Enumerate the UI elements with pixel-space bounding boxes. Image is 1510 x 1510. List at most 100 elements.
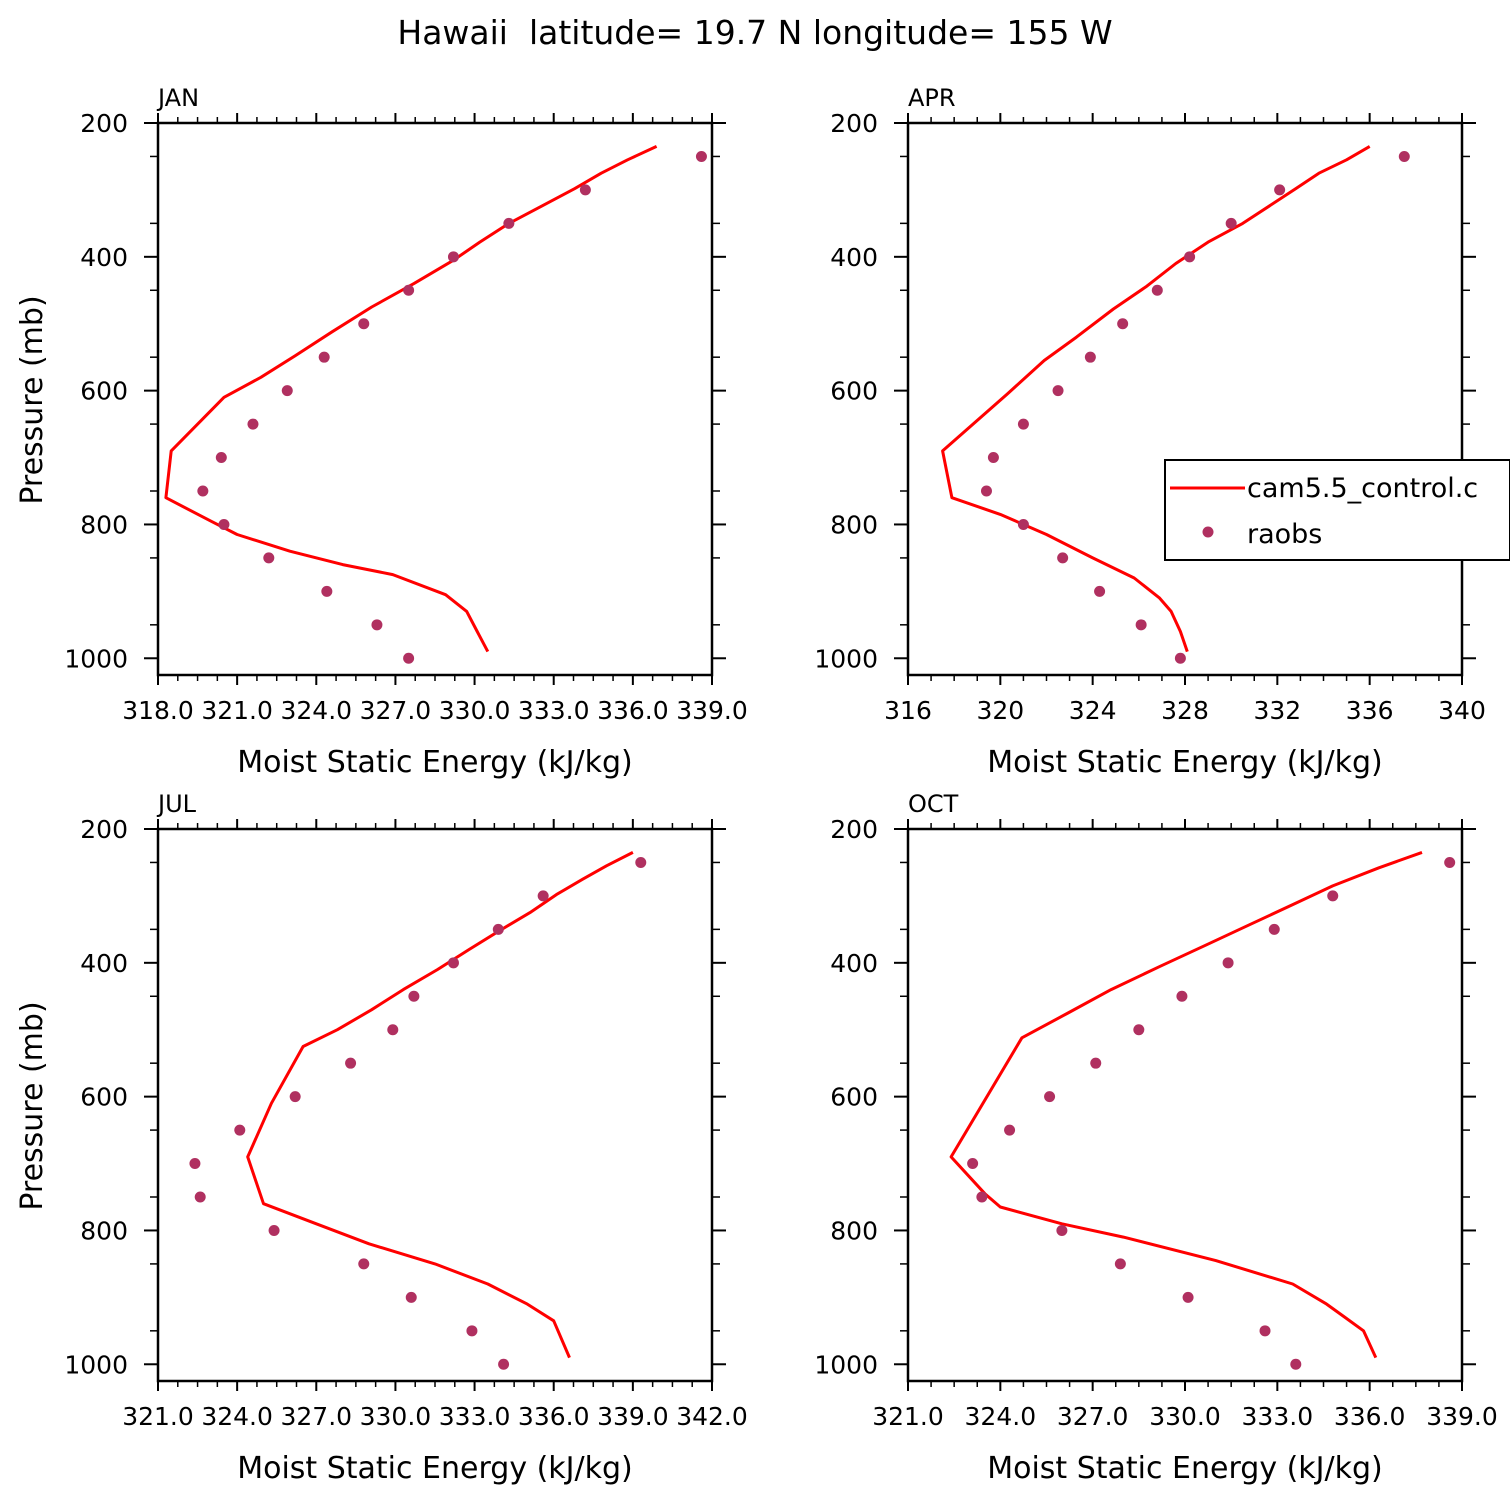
obs-point-oct: [1182, 1291, 1194, 1303]
obs-point-jan: [215, 452, 227, 464]
x-tick-label-jan: 324.0: [280, 696, 352, 725]
y-axis-label-jul: Pressure (mb): [15, 1001, 50, 1210]
model-line-apr: [941, 145, 1371, 653]
y-tick-label-jul: 600: [80, 1083, 128, 1112]
x-tick-label-jul: 336.0: [518, 1402, 590, 1431]
obs-point-oct: [976, 1191, 988, 1203]
obs-point-jul: [358, 1258, 370, 1270]
panel-oct: OCT Moist Static Energy (kJ/kg) 321.0 324…: [814, 790, 1497, 1486]
obs-point-jul: [405, 1291, 417, 1303]
x-tick-label-oct: 327.0: [1057, 1402, 1129, 1431]
obs-point-oct: [967, 1158, 979, 1170]
y-tick-label-jul: 400: [80, 949, 128, 978]
obs-point-jul: [234, 1124, 246, 1136]
obs-point-jan: [321, 585, 333, 597]
legend-box: [1164, 459, 1510, 561]
obs-point-apr: [1084, 351, 1096, 363]
model-line-jan: [164, 145, 658, 653]
obs-point-apr: [1184, 251, 1196, 263]
x-tick-label-apr: 332: [1253, 696, 1301, 725]
y-tick-label-apr: 800: [830, 510, 878, 539]
obs-point-oct: [1056, 1224, 1068, 1236]
obs-point-apr: [1398, 150, 1410, 162]
obs-point-jan: [371, 619, 383, 631]
obs-point-jan: [403, 652, 415, 664]
y-tick-label-oct: 800: [830, 1216, 878, 1245]
obs-point-jul: [498, 1358, 510, 1370]
obs-point-jul: [345, 1057, 357, 1069]
figure-title: Hawaii latitude= 19.7 N longitude= 155 W: [397, 13, 1112, 52]
obs-point-jul: [447, 957, 459, 969]
x-tick-label-apr: 320: [976, 696, 1024, 725]
obs-point-apr: [1174, 652, 1186, 664]
obs-point-apr: [987, 452, 999, 464]
x-tick-label-oct: 333.0: [1242, 1402, 1314, 1431]
y-tick-label-oct: 600: [830, 1083, 878, 1112]
obs-point-apr: [1017, 518, 1029, 530]
x-tick-label-jul: 342.0: [676, 1402, 748, 1431]
obs-point-jul: [387, 1024, 399, 1036]
obs-point-apr: [1052, 385, 1064, 397]
obs-point-oct: [1327, 890, 1339, 902]
x-tick-label-jan: 321.0: [201, 696, 273, 725]
x-tick-label-jul: 330.0: [360, 1402, 432, 1431]
obs-point-jul: [268, 1224, 280, 1236]
y-tick-label-apr: 1000: [814, 644, 878, 673]
x-tick-label-jan: 336.0: [597, 696, 669, 725]
panel-label-jan: JAN: [156, 84, 199, 112]
y-tick-label-jan: 400: [80, 243, 128, 272]
x-tick-label-oct: 324.0: [965, 1402, 1037, 1431]
obs-point-oct: [1290, 1358, 1302, 1370]
obs-point-apr: [1017, 418, 1029, 430]
y-tick-label-jul: 200: [80, 815, 128, 844]
obs-point-apr: [1135, 619, 1147, 631]
x-tick-label-oct: 336.0: [1334, 1402, 1406, 1431]
y-tick-label-apr: 600: [830, 377, 878, 406]
obs-point-jul: [537, 890, 549, 902]
obs-point-jan: [281, 385, 293, 397]
obs-point-apr: [1094, 585, 1106, 597]
x-tick-label-oct: 330.0: [1149, 1402, 1221, 1431]
obs-point-oct: [1259, 1325, 1271, 1337]
obs-point-apr: [1151, 284, 1163, 296]
x-tick-label-jan: 330.0: [439, 696, 511, 725]
y-axis-label-jan: Pressure (mb): [15, 295, 50, 504]
panel-jul: JUL Pressure (mb) Moist Static Energy (k…: [15, 790, 748, 1486]
legend-marker-swatch: [1202, 526, 1214, 538]
x-tick-label-jan: 339.0: [676, 696, 748, 725]
panel-label-oct: OCT: [908, 790, 959, 818]
obs-point-jan: [247, 418, 259, 430]
y-tick-label-jan: 1000: [64, 644, 128, 673]
x-tick-label-jul: 324.0: [201, 1402, 273, 1431]
obs-point-oct: [1444, 856, 1456, 868]
obs-point-oct: [1133, 1024, 1145, 1036]
x-tick-label-apr: 324: [1069, 696, 1117, 725]
y-tick-label-jan: 200: [80, 109, 128, 138]
x-axis-label-jan: Moist Static Energy (kJ/kg): [237, 745, 633, 780]
obs-point-jan: [318, 351, 330, 363]
obs-point-jan: [358, 318, 370, 330]
y-tick-label-jul: 1000: [64, 1350, 128, 1379]
legend: cam5.5_control.c raobs: [1164, 459, 1510, 561]
obs-point-oct: [1222, 957, 1234, 969]
obs-point-apr: [1225, 217, 1237, 229]
x-tick-label-jan: 327.0: [360, 696, 432, 725]
x-tick-label-apr: 340: [1438, 696, 1486, 725]
obs-point-jan: [695, 150, 707, 162]
x-tick-label-jul: 339.0: [597, 1402, 669, 1431]
plot-frame-apr: [906, 121, 1464, 677]
legend-model-label: cam5.5_control.c: [1247, 473, 1478, 504]
obs-point-jan: [263, 552, 275, 564]
obs-point-jul: [194, 1191, 206, 1203]
x-tick-label-jul: 327.0: [280, 1402, 352, 1431]
legend-obs-label: raobs: [1247, 519, 1322, 550]
model-line-jul: [246, 851, 634, 1359]
y-tick-label-apr: 200: [830, 109, 878, 138]
obs-point-jul: [408, 990, 420, 1002]
plot-frame-jul: [156, 827, 714, 1383]
x-tick-label-apr: 336: [1346, 696, 1394, 725]
obs-point-oct: [1090, 1057, 1102, 1069]
y-tick-label-jan: 600: [80, 377, 128, 406]
obs-point-oct: [1176, 990, 1188, 1002]
y-tick-label-oct: 1000: [814, 1350, 878, 1379]
